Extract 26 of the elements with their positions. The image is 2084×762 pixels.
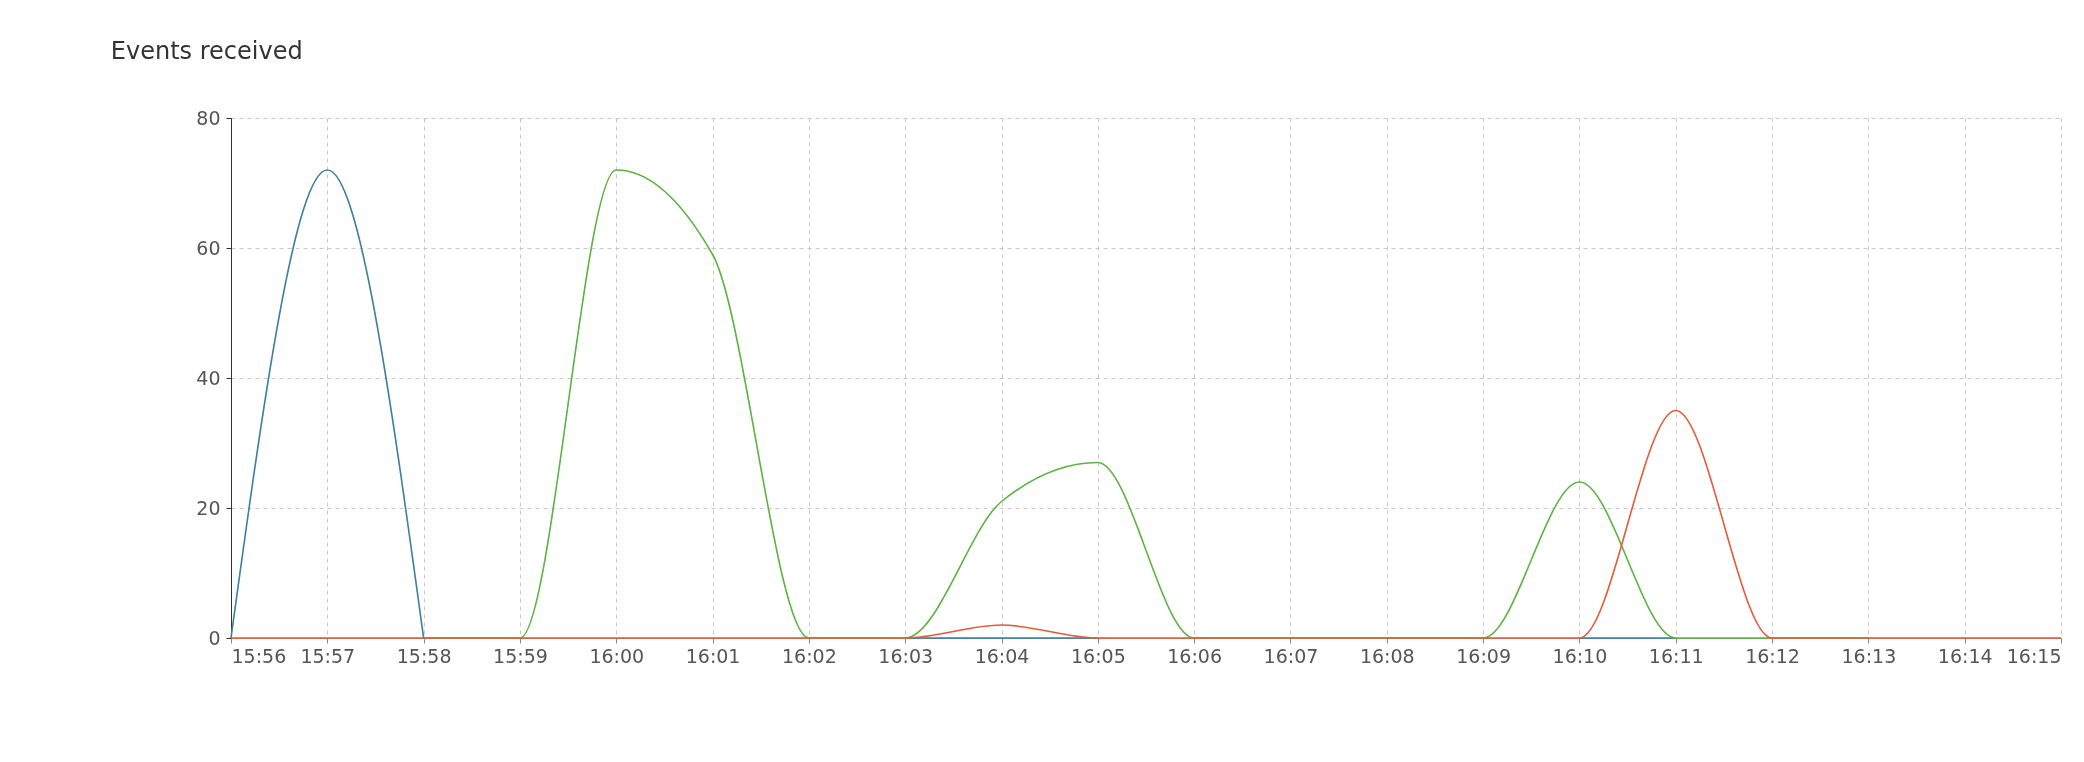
- y-tick-label: 40: [196, 366, 221, 389]
- x-tick-label: 16:15: [2006, 644, 2062, 667]
- x-tick-label: 16:11: [1648, 644, 1704, 667]
- x-tick-label: 15:58: [396, 644, 452, 667]
- chart-title: Events received: [110, 37, 303, 65]
- y-tick-label: 80: [196, 106, 221, 129]
- x-tick-label: 16:13: [1841, 644, 1897, 667]
- x-tick-label: 16:09: [1456, 644, 1511, 667]
- x-tick-label: 16:06: [1167, 644, 1223, 667]
- x-tick-label: 15:56: [231, 644, 287, 667]
- x-tick-label: 16:07: [1263, 644, 1319, 667]
- x-tick-label: 16:12: [1745, 644, 1800, 667]
- y-tick-label: 20: [196, 496, 221, 519]
- x-tick-label: 16:01: [685, 644, 741, 667]
- x-tick-label: 16:08: [1359, 644, 1415, 667]
- x-tick-label: 15:57: [300, 644, 356, 667]
- x-tick-label: 16:05: [1070, 644, 1126, 667]
- x-tick-label: 15:59: [493, 644, 548, 667]
- y-tick-label: 60: [196, 236, 221, 259]
- x-tick-label: 16:02: [782, 644, 837, 667]
- x-tick-label: 16:14: [1937, 644, 1993, 667]
- x-tick-label: 16:10: [1552, 644, 1608, 667]
- x-tick-label: 16:03: [878, 644, 934, 667]
- x-tick-label: 16:00: [589, 644, 645, 667]
- y-tick-label: 0: [208, 626, 221, 649]
- x-tick-label: 16:04: [974, 644, 1030, 667]
